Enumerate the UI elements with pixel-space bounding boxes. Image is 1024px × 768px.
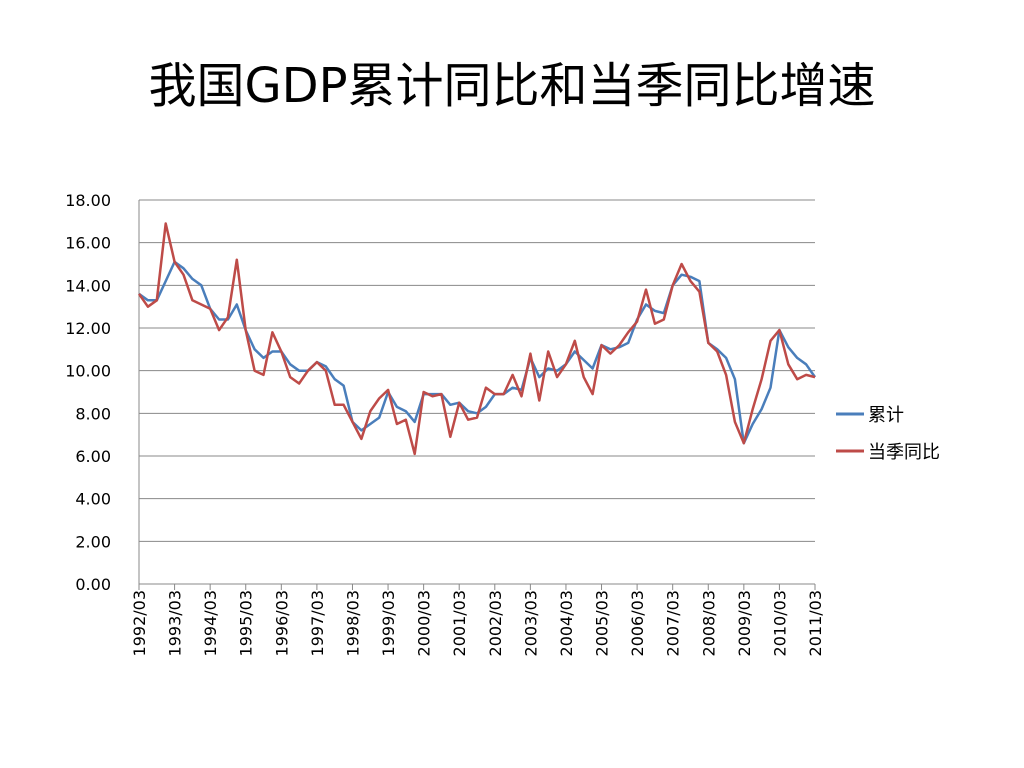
- x-tick-label: 1998/03: [343, 590, 362, 656]
- x-tick-label: 2003/03: [521, 590, 540, 656]
- y-axis-tick-labels: 0.00 2.00 4.00 6.00 8.00 10.00 12.00 14.00 16.00…: [65, 191, 111, 594]
- x-tick-label: 2010/03: [770, 590, 789, 656]
- y-tick-label: 8.00: [75, 404, 111, 423]
- x-tick-label: 2006/03: [628, 590, 647, 656]
- gridlines: [139, 199, 815, 542]
- x-tick-label: 1993/03: [166, 590, 185, 656]
- x-tick-label: 2007/03: [664, 590, 683, 656]
- x-tick-label: 2008/03: [699, 590, 718, 656]
- legend-label: 累计: [868, 405, 904, 426]
- y-tick-label: 16.00: [65, 234, 111, 253]
- x-tick-label: 2011/03: [806, 590, 825, 656]
- series-line-quarterly: [137, 222, 816, 456]
- slide-title: 我国GDP累计同比和当季同比增速: [148, 58, 876, 114]
- x-tick-label: 1999/03: [379, 590, 398, 656]
- x-tick-label: 2009/03: [735, 590, 754, 656]
- x-tick-label: 1995/03: [237, 590, 256, 656]
- x-tick-label: 2000/03: [415, 590, 434, 656]
- series-lines: [137, 222, 817, 456]
- y-tick-label: 10.00: [65, 362, 111, 381]
- x-tick-label: 2004/03: [557, 590, 576, 656]
- y-tick-label: 4.00: [75, 490, 111, 509]
- x-tick-label: 2005/03: [593, 590, 612, 656]
- x-tick-label: 2001/03: [450, 590, 469, 656]
- y-tick-label: 14.00: [65, 276, 111, 295]
- y-tick-label: 0.00: [75, 575, 111, 594]
- x-tick-label: 1996/03: [272, 590, 291, 656]
- y-tick-label: 12.00: [65, 319, 111, 338]
- y-tick-label: 18.00: [65, 191, 111, 210]
- y-tick-label: 2.00: [75, 532, 111, 551]
- axes: [138, 200, 816, 590]
- x-axis-tick-labels: 1992/03 1993/03 1994/03 1995/03 1996/03 1997/…: [130, 590, 825, 656]
- legend-label: 当季同比: [868, 442, 940, 463]
- x-tick-label: 1997/03: [308, 590, 327, 656]
- x-tick-label: 2002/03: [486, 590, 505, 656]
- x-tick-label: 1994/03: [201, 590, 220, 656]
- x-tick-label: 1992/03: [130, 590, 149, 656]
- y-tick-label: 6.00: [75, 447, 111, 466]
